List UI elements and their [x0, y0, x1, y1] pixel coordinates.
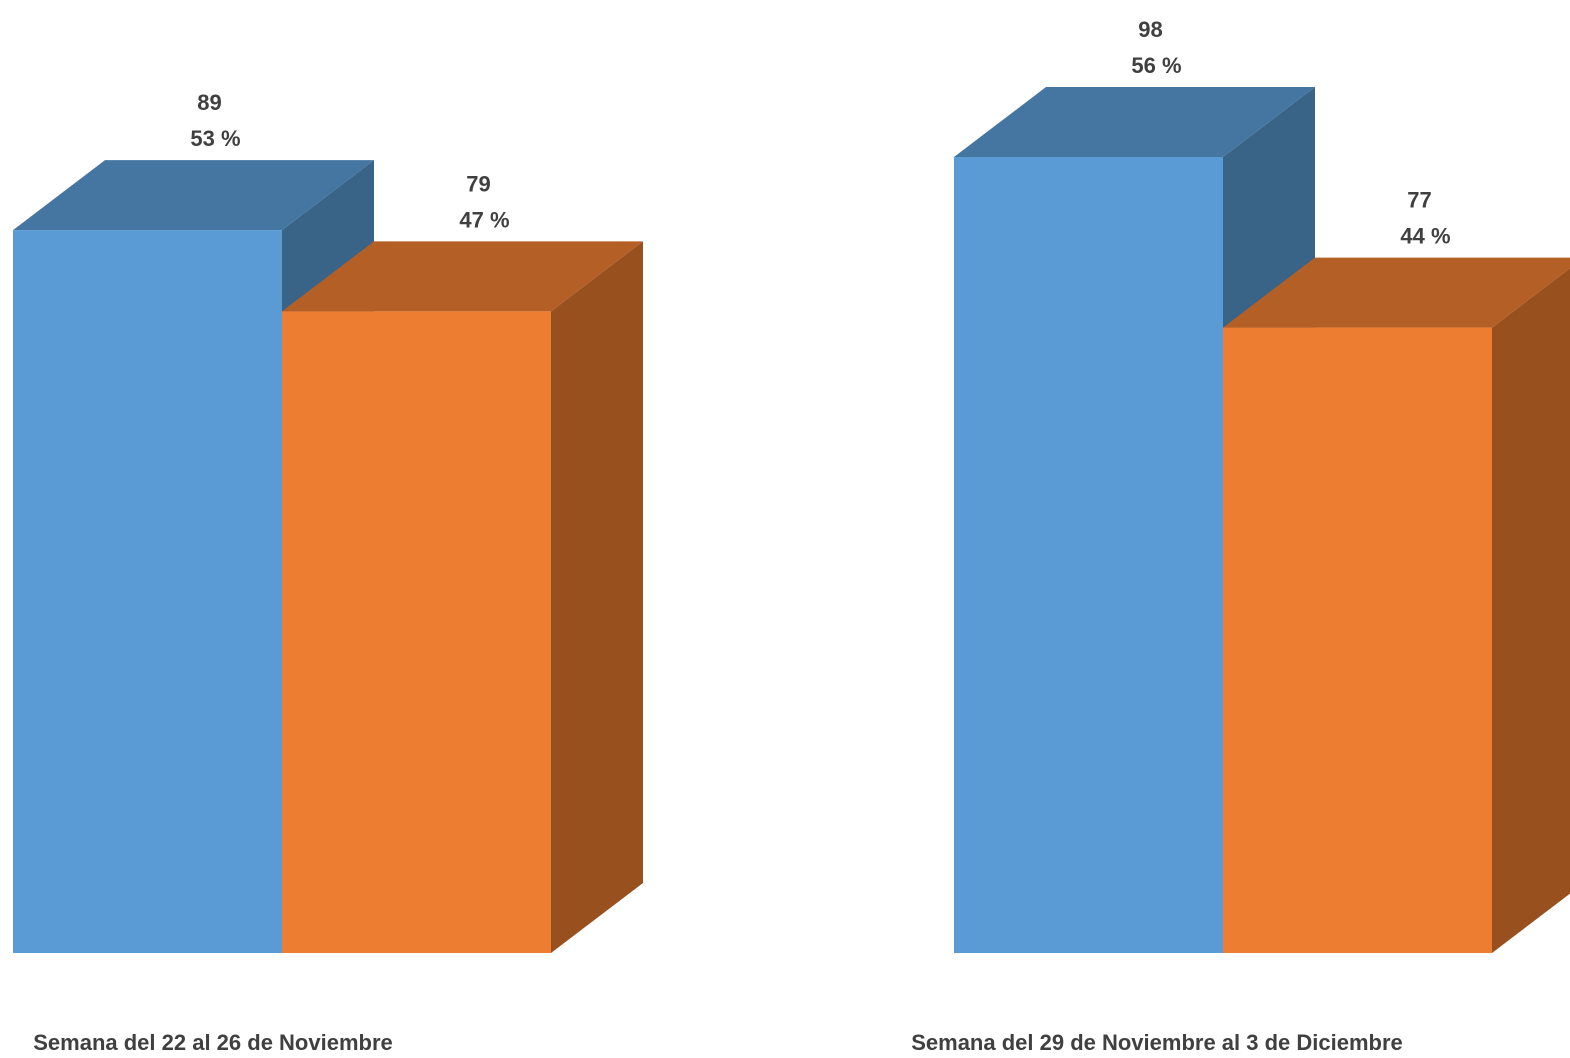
value-label: 77	[1407, 188, 1431, 213]
value-label: 79	[466, 171, 490, 196]
bar-top-face	[13, 160, 374, 231]
bar-side-face	[1492, 268, 1570, 953]
value-label: 98	[1138, 17, 1162, 42]
percent-label: 53 %	[190, 126, 240, 151]
category-labels-layer: Semana del 22 al 26 de Noviembre Semana d…	[33, 1030, 1403, 1055]
bar-top-face	[1223, 257, 1570, 328]
bar-2-2	[1223, 257, 1570, 954]
bar-front-face	[13, 230, 282, 953]
percent-label: 44 %	[1400, 224, 1450, 249]
bars-layer	[13, 87, 1570, 954]
category-label: Semana del 22 al 26 de Noviembre	[33, 1030, 393, 1055]
bar-side-face	[551, 241, 643, 953]
bar-top-face	[282, 241, 643, 312]
value-label: 89	[197, 90, 221, 115]
bar-top-face	[954, 87, 1315, 157]
percent-label: 56 %	[1131, 53, 1181, 78]
category-label: Semana del 29 de Noviembre al 3 de Dicie…	[911, 1030, 1403, 1055]
percent-label: 47 %	[459, 207, 509, 232]
bar-front-face	[1223, 327, 1492, 954]
bar-1-2	[282, 241, 643, 953]
value-labels-layer: 89 53 % 79 47 % 98 56 % 77 44 %	[190, 17, 1450, 249]
bar-2-1	[954, 87, 1315, 953]
bar-front-face	[954, 157, 1223, 953]
bar-front-face	[282, 311, 551, 953]
